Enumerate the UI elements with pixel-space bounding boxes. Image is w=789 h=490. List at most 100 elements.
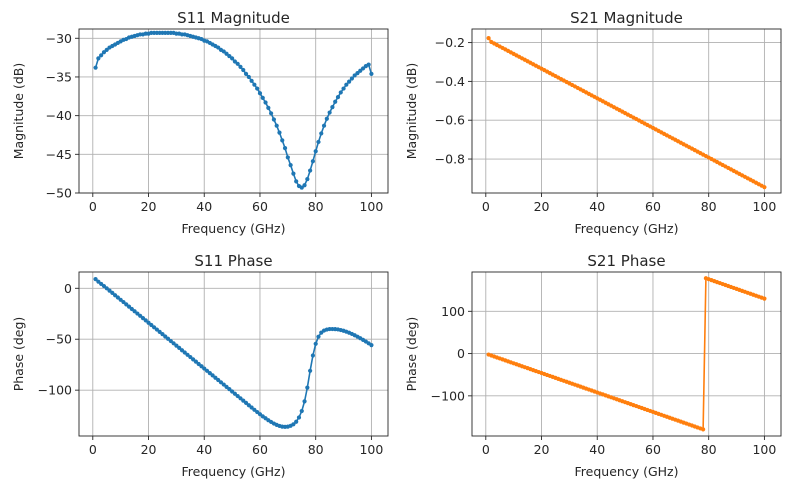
data-point <box>199 364 204 369</box>
axes-frame <box>78 28 389 194</box>
data-point <box>305 176 310 182</box>
x-tick-label: 20 <box>534 199 550 214</box>
data-point <box>335 94 341 100</box>
data-point <box>126 304 132 309</box>
y-axis-label: Magnitude (dB) <box>11 63 26 159</box>
data-point <box>310 353 316 358</box>
x-tick-label: 80 <box>701 442 717 457</box>
x-tick-label: 80 <box>701 199 717 214</box>
data-point <box>316 334 321 339</box>
chart-title: S21 Magnitude <box>570 9 683 27</box>
data-point <box>143 318 148 323</box>
data-point <box>296 415 302 420</box>
data-point <box>263 100 268 105</box>
data-point <box>221 49 226 54</box>
data-point <box>260 95 265 100</box>
data-point <box>762 296 767 301</box>
data-point <box>232 391 237 396</box>
y-tick-label: −50 <box>46 186 72 201</box>
data-point <box>99 53 104 58</box>
data-point <box>171 341 176 346</box>
data-point <box>232 59 237 64</box>
y-tick-label: −100 <box>431 388 465 403</box>
data-point <box>316 139 321 145</box>
data-point <box>243 400 249 405</box>
x-axis-label: Frequency (GHz) <box>182 464 286 479</box>
data-point <box>218 380 224 385</box>
x-tick-label: 100 <box>752 442 776 457</box>
x-tick-label: 40 <box>196 199 212 214</box>
data-point <box>252 82 257 87</box>
data-point <box>115 295 120 300</box>
x-axis-label: Frequency (GHz) <box>182 221 286 236</box>
data-point <box>138 313 143 318</box>
data-point <box>132 309 137 314</box>
y-tick-label: −0.6 <box>435 113 465 128</box>
data-point <box>154 327 159 332</box>
data-point <box>160 332 165 337</box>
x-tick-label: 80 <box>308 442 324 457</box>
axes-frame <box>78 271 389 437</box>
data-point <box>246 403 251 408</box>
plot-area <box>79 272 388 436</box>
x-tick-label: 100 <box>359 442 383 457</box>
x-tick-label: 100 <box>752 199 776 214</box>
data-point <box>271 117 276 122</box>
data-point <box>216 377 221 383</box>
data-point <box>110 290 115 295</box>
x-tick-label: 0 <box>89 199 97 214</box>
data-point <box>369 71 374 76</box>
data-point <box>151 325 157 330</box>
x-tick-label: 20 <box>534 442 550 457</box>
plot-area <box>472 29 781 193</box>
data-point <box>149 322 154 328</box>
data-point <box>319 131 324 136</box>
data-point <box>204 368 210 373</box>
data-point <box>338 90 343 95</box>
data-point <box>349 76 355 81</box>
chart-s11-magnitude: 0 20 40 60 80 100 −50 −45 −40 −35 −30 S11 Magnitude… <box>11 9 389 236</box>
data-point <box>266 105 271 111</box>
data-point <box>107 288 112 293</box>
data-point <box>221 382 226 387</box>
data-point <box>235 393 240 399</box>
data-point <box>369 343 374 348</box>
data-point <box>93 277 98 282</box>
chart-title: S21 Phase <box>587 252 665 270</box>
data-point <box>347 79 352 84</box>
data-point <box>294 179 299 184</box>
data-point <box>333 99 338 104</box>
data-point <box>282 146 288 151</box>
x-tick-label: 0 <box>89 442 97 457</box>
data-point <box>255 86 260 91</box>
data-point <box>308 368 313 373</box>
y-tick-label: −45 <box>46 147 72 162</box>
data-point <box>249 78 254 83</box>
y-tick-label: −0.8 <box>435 152 465 167</box>
data-point <box>321 123 327 128</box>
data-point <box>299 408 304 414</box>
data-point <box>366 62 371 67</box>
x-tick-label: 100 <box>359 199 383 214</box>
y-tick-label: 0 <box>64 281 72 296</box>
y-tick-label: −50 <box>46 332 72 347</box>
data-point <box>202 366 207 371</box>
data-point <box>352 73 357 78</box>
y-tick-label: −40 <box>46 108 72 123</box>
y-tick-label: −0.2 <box>435 35 465 50</box>
data-point <box>241 67 246 73</box>
data-point <box>96 279 101 284</box>
data-point <box>227 53 232 59</box>
y-tick-label: −100 <box>38 383 72 398</box>
data-point <box>182 350 187 355</box>
x-axis-label: Frequency (GHz) <box>575 221 679 236</box>
data-point <box>249 405 254 410</box>
data-point <box>96 56 101 61</box>
data-point <box>235 61 240 66</box>
data-point <box>246 74 251 80</box>
data-point <box>241 398 246 403</box>
data-point <box>313 149 318 154</box>
data-point <box>294 419 299 424</box>
y-tick-label: 0 <box>457 346 465 361</box>
